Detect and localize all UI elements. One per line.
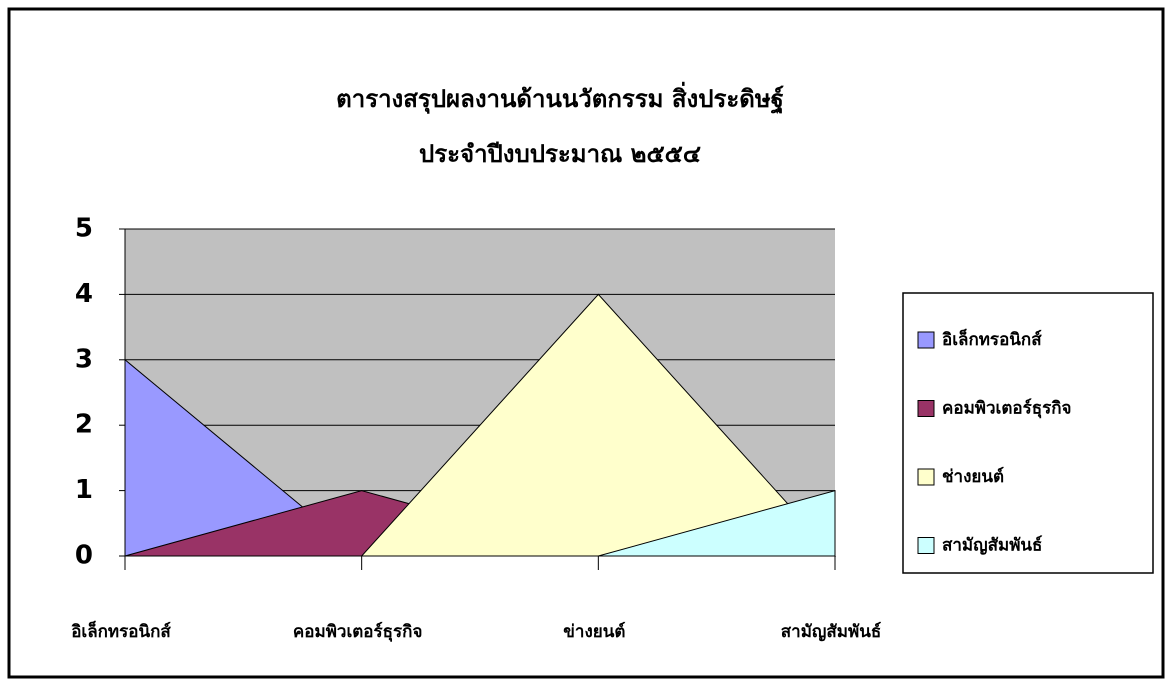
legend	[902, 292, 1154, 574]
chart-subtitle: ประจำปีงบประมาณ ๒๕๕๔	[419, 140, 701, 168]
legend-swatch	[917, 468, 935, 486]
x-tick-label: ข่างยนต์	[563, 621, 625, 642]
legend-label: อิเล็กทรอนิกส์	[942, 327, 1042, 350]
y-tick-label: 1	[75, 475, 93, 505]
legend-label: ช่างยนต์	[942, 466, 1004, 487]
y-tick-label: 0	[75, 541, 93, 571]
y-tick-label: 5	[75, 214, 93, 244]
x-tick-label: คอมพิวเตอร์ธุรกิจ	[293, 621, 423, 642]
legend-swatch	[917, 331, 935, 349]
x-tick-label: สามัญสัมพันธ์	[781, 621, 881, 642]
legend-swatch	[917, 537, 935, 554]
x-tick-label: อิเล็กทรอนิกส์	[71, 619, 171, 642]
legend-label: สามัญสัมพันธ์	[942, 535, 1042, 556]
legend-swatch	[917, 400, 935, 417]
chart-title: ตารางสรุปผลงานด้านนวัตกรรม สิ่งประดิษฐ์	[336, 81, 784, 115]
legend-label: คอมพิวเตอร์ธุรกิจ	[942, 398, 1072, 419]
y-tick-label: 3	[75, 344, 93, 374]
y-tick-label: 4	[75, 279, 93, 309]
y-tick-label: 2	[75, 410, 93, 440]
